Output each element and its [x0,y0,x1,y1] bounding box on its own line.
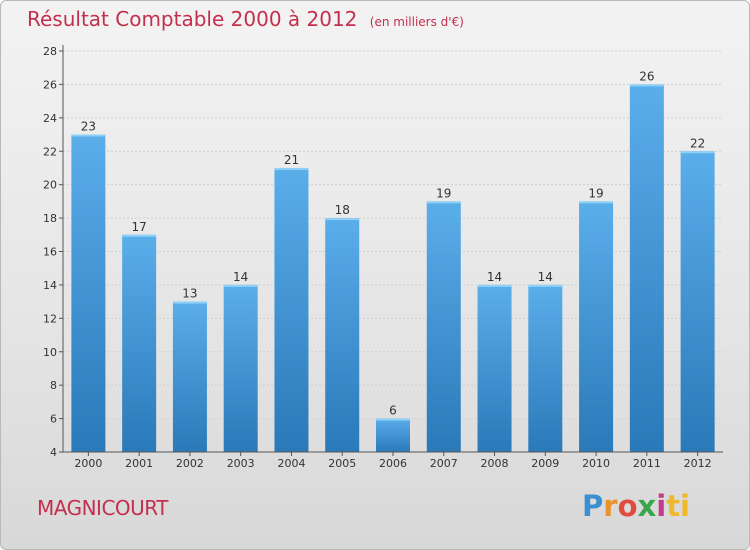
axes: 4 6 8 10 12 14 16 18 20 22 24 26 28 2000 2001 2002 2003 2… [43,45,723,470]
bar-2002 [172,301,207,452]
data-label: 14 [233,270,248,284]
bar-2001 [122,234,157,452]
bar-2009 [528,284,563,452]
grid-lines [63,50,723,420]
bar-2003 [223,284,258,452]
logo-letter: x [637,489,657,523]
data-label: 18 [335,203,350,217]
data-label: 19 [436,186,451,200]
bar-2005 [325,218,360,452]
bar-highlight [426,201,461,204]
logo-letter: P [582,489,604,523]
data-label: 14 [538,270,553,284]
bar-2000 [71,134,106,452]
bar-highlight [629,84,664,87]
bar-highlight [172,301,207,304]
data-label: 14 [487,270,502,284]
x-tick-label: 2009 [531,457,559,470]
bar-2011 [629,84,664,453]
proxiti-logo: Proxiti [582,489,690,523]
x-tick-label: 2007 [430,457,458,470]
logo-letter: r [603,489,618,523]
x-tick-label: 2010 [582,457,610,470]
bar-2010 [579,201,614,452]
chart-subtitle: (en milliers d'€) [369,15,464,29]
data-label: 26 [639,69,654,83]
commune-name: MAGNICOURT [37,496,168,520]
y-tick-label: 28 [43,45,57,58]
bar-2012 [680,151,715,452]
data-label: 21 [284,153,299,167]
data-label: 6 [389,404,397,418]
x-tick-label: 2006 [379,457,407,470]
y-tick-label: 22 [43,145,57,158]
y-tick-label: 6 [50,413,57,426]
x-tick-label: 2008 [481,457,509,470]
logo-letter: o [617,489,638,523]
x-tick-label: 2004 [277,457,305,470]
y-tick-label: 12 [43,312,57,325]
y-tick-label: 24 [43,112,57,125]
y-tick-label: 26 [43,78,57,91]
bar-highlight [680,151,715,154]
bar-highlight [71,134,106,137]
chart-title: Résultat Comptable 2000 à 2012 (en milli… [27,7,464,31]
x-tick-label: 2005 [328,457,356,470]
y-tick-label: 18 [43,212,57,225]
bars: 23 17 13 14 21 18 6 19 14 14 19 26 22 [71,69,715,453]
x-tick-label: 2012 [684,457,712,470]
chart-title-text: Résultat Comptable 2000 à 2012 [27,7,358,31]
x-tick-label: 2011 [633,457,661,470]
bar-2007 [426,201,461,452]
y-tick-label: 8 [50,379,57,392]
logo-letter: ti [666,489,690,523]
x-tick-label: 2003 [227,457,255,470]
x-tick-label: 2001 [125,457,153,470]
data-label: 23 [81,120,96,134]
x-tick-label: 2002 [176,457,204,470]
y-tick-label: 20 [43,179,57,192]
bar-highlight [528,284,563,287]
bar-highlight [274,167,309,170]
y-tick-label: 16 [43,246,57,259]
logo-letter: i [656,489,667,523]
data-label: 22 [690,136,705,150]
data-label: 19 [588,186,603,200]
y-tick-label: 4 [50,446,57,459]
bar-highlight [122,234,157,237]
y-tick-label: 14 [43,279,57,292]
bar-highlight [325,218,360,221]
bar-highlight [477,284,512,287]
bar-highlight [376,418,410,421]
bar-highlight [579,201,614,204]
x-tick-label: 2000 [74,457,102,470]
bar-2008 [477,284,512,452]
bar-highlight [223,284,258,287]
y-tick-label: 10 [43,346,57,359]
data-label: 17 [132,220,147,234]
data-label: 13 [182,287,197,301]
bar-2004 [274,167,309,453]
bar-2006 [376,418,410,452]
